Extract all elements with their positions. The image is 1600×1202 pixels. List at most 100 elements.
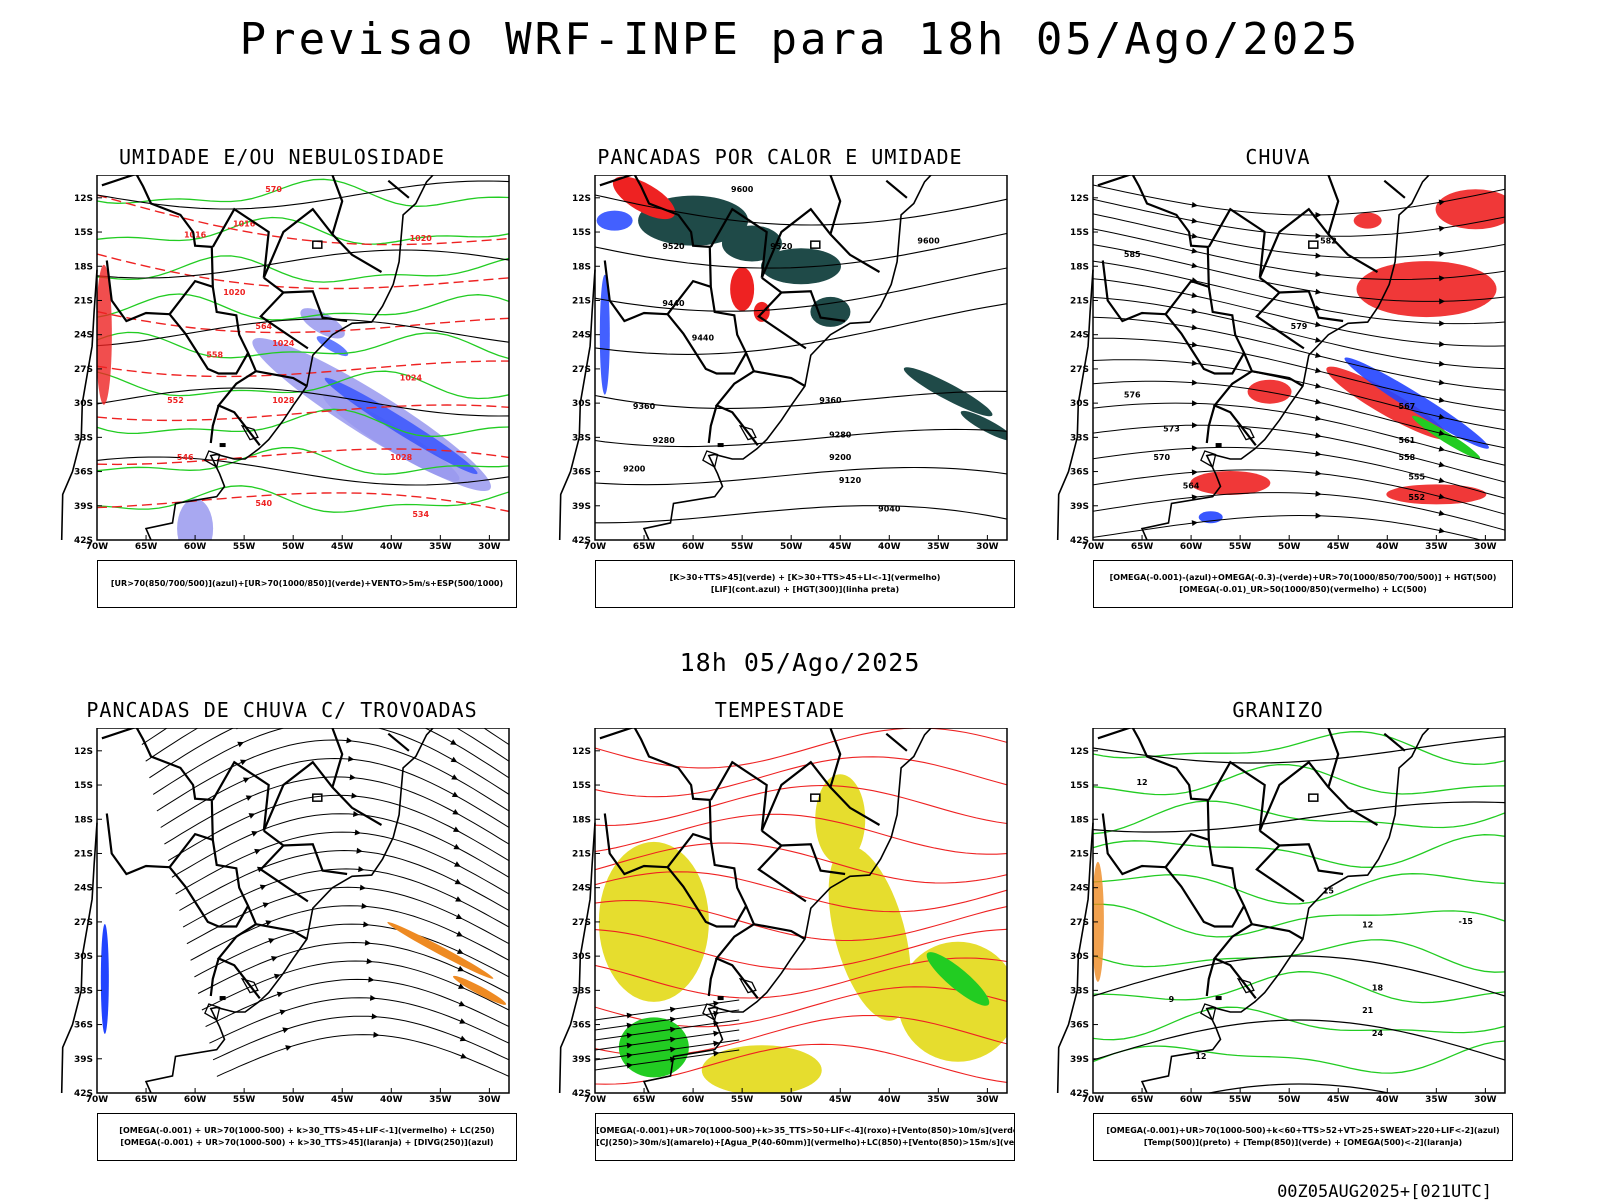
flow-arrow bbox=[369, 994, 377, 1001]
flow-arrow bbox=[1191, 201, 1198, 208]
political-border bbox=[1259, 276, 1344, 323]
political-border bbox=[255, 370, 308, 387]
contour-label: 9200 bbox=[829, 453, 852, 462]
lat-label: 21S bbox=[74, 296, 93, 306]
flow-arrow bbox=[1315, 288, 1322, 295]
lon-label: 50W bbox=[1278, 1095, 1301, 1105]
lat-label: 36S bbox=[74, 1021, 93, 1031]
map-border bbox=[594, 175, 1008, 541]
contour-label: 564 bbox=[255, 322, 272, 331]
contour-label: 1016 bbox=[233, 219, 256, 228]
contour-label: 1024 bbox=[400, 373, 423, 382]
political-border bbox=[760, 207, 881, 279]
political-border bbox=[1101, 813, 1166, 876]
lon-label: 45W bbox=[331, 1095, 354, 1105]
lon-label: 40W bbox=[380, 542, 403, 552]
contour-line bbox=[595, 813, 1007, 855]
forecast-time-subtitle: 18h 05/Ago/2025 bbox=[679, 648, 921, 677]
flow-arrow bbox=[669, 1006, 677, 1013]
contour-label: 9360 bbox=[633, 402, 656, 411]
lon-label: 35W bbox=[1425, 542, 1448, 552]
flow-arrow bbox=[358, 866, 365, 873]
shaded-area bbox=[324, 377, 478, 475]
lon-label: 50W bbox=[282, 1095, 305, 1105]
legend-line: [UR>70(850/700/500)](azul)+[UR>70(1000/8… bbox=[110, 579, 504, 588]
streamline bbox=[156, 739, 509, 812]
political-border bbox=[1207, 207, 1266, 278]
lake-outline bbox=[702, 1003, 719, 1022]
flow-arrow bbox=[1438, 250, 1446, 257]
flow-arrow bbox=[276, 991, 284, 998]
lat-label: 33S bbox=[74, 986, 93, 996]
contour-line bbox=[595, 784, 1007, 827]
panel-chuva: CHUVA 585 582 579 576 573 570 567 564 561 558 555 5… bbox=[1043, 145, 1513, 645]
legend-line: [CJ(250)>30m/s](amarelo)+[Agua_P(40-60mm… bbox=[596, 1138, 1014, 1147]
jet-stream-area bbox=[598, 774, 1007, 1093]
lon-label: 55W bbox=[233, 1095, 256, 1105]
flow-arrow bbox=[352, 811, 360, 818]
streamline bbox=[1093, 316, 1505, 391]
political-border bbox=[209, 958, 220, 997]
lon-label: 55W bbox=[731, 1095, 754, 1105]
flow-arrow bbox=[1191, 520, 1198, 527]
political-border bbox=[753, 923, 806, 940]
lat-label: 39S bbox=[572, 502, 591, 512]
contour-line bbox=[1093, 800, 1505, 835]
shaded-area bbox=[960, 410, 1007, 441]
flow-arrow bbox=[354, 829, 361, 836]
flow-arrow bbox=[455, 913, 463, 920]
run-timestamp: 00Z05AUG2025+[021UTC] bbox=[1277, 1182, 1492, 1202]
geopotential-300-contours bbox=[595, 194, 1007, 524]
shaded-area bbox=[100, 923, 109, 1034]
contour-labels: 1016 1016 1020 1020 1024 1024 1028 1028 570 564 55… bbox=[167, 185, 432, 519]
contour-line bbox=[1093, 971, 1505, 1004]
fields: 1016 1016 1020 1020 1024 1024 1028 1028 570 564 55… bbox=[97, 178, 509, 540]
streamline bbox=[175, 831, 509, 895]
flow-arrow bbox=[242, 777, 250, 784]
lat-label: 30S bbox=[572, 399, 591, 409]
flow-arrow bbox=[713, 1000, 720, 1007]
map-border bbox=[594, 728, 1008, 1094]
contour-line bbox=[1093, 1006, 1505, 1041]
contour-line bbox=[595, 466, 1007, 486]
shaded-area bbox=[701, 1045, 822, 1093]
political-border bbox=[1097, 175, 1257, 446]
lat-label: 27S bbox=[1070, 365, 1089, 375]
contour-line bbox=[97, 255, 509, 283]
panel-pancadas-calor: PANCADAS POR CALOR E UMIDADE 9600 9600 952… bbox=[545, 145, 1015, 645]
flow-arrow bbox=[245, 795, 253, 801]
contour-label: 9040 bbox=[878, 504, 901, 513]
contour-label: 9440 bbox=[662, 299, 685, 308]
shaded-area bbox=[1190, 470, 1271, 495]
political-border bbox=[1255, 844, 1305, 903]
flow-arrow bbox=[237, 741, 244, 748]
flow-arrow bbox=[1438, 413, 1446, 420]
fields bbox=[100, 728, 509, 1077]
thickness-contours bbox=[97, 194, 509, 513]
streamline bbox=[212, 1015, 509, 1061]
contour-label: 558 bbox=[1399, 453, 1416, 462]
contour-label: 9600 bbox=[731, 185, 754, 194]
streamline bbox=[1093, 492, 1505, 531]
lat-label: 30S bbox=[1070, 399, 1089, 409]
political-border bbox=[168, 313, 250, 375]
flow-arrow bbox=[1438, 461, 1446, 468]
contour-line bbox=[595, 303, 1007, 355]
lon-label: 65W bbox=[135, 542, 158, 552]
atlantic-coastline bbox=[1140, 175, 1431, 541]
flow-arrow bbox=[626, 1062, 633, 1069]
flow-arrow bbox=[248, 813, 256, 819]
lat-label: 36S bbox=[572, 1021, 591, 1031]
lon-label: 40W bbox=[1376, 542, 1399, 552]
political-border bbox=[709, 207, 768, 278]
contour-label: 534 bbox=[412, 510, 429, 519]
lat-label: 33S bbox=[1070, 433, 1089, 443]
lake-outline bbox=[1236, 424, 1255, 441]
contour-line bbox=[595, 728, 1007, 769]
contour-line bbox=[1093, 939, 1505, 973]
contour-label: 558 bbox=[206, 351, 223, 360]
thunderstorm-area bbox=[387, 922, 507, 1005]
flow-arrow bbox=[347, 755, 355, 762]
